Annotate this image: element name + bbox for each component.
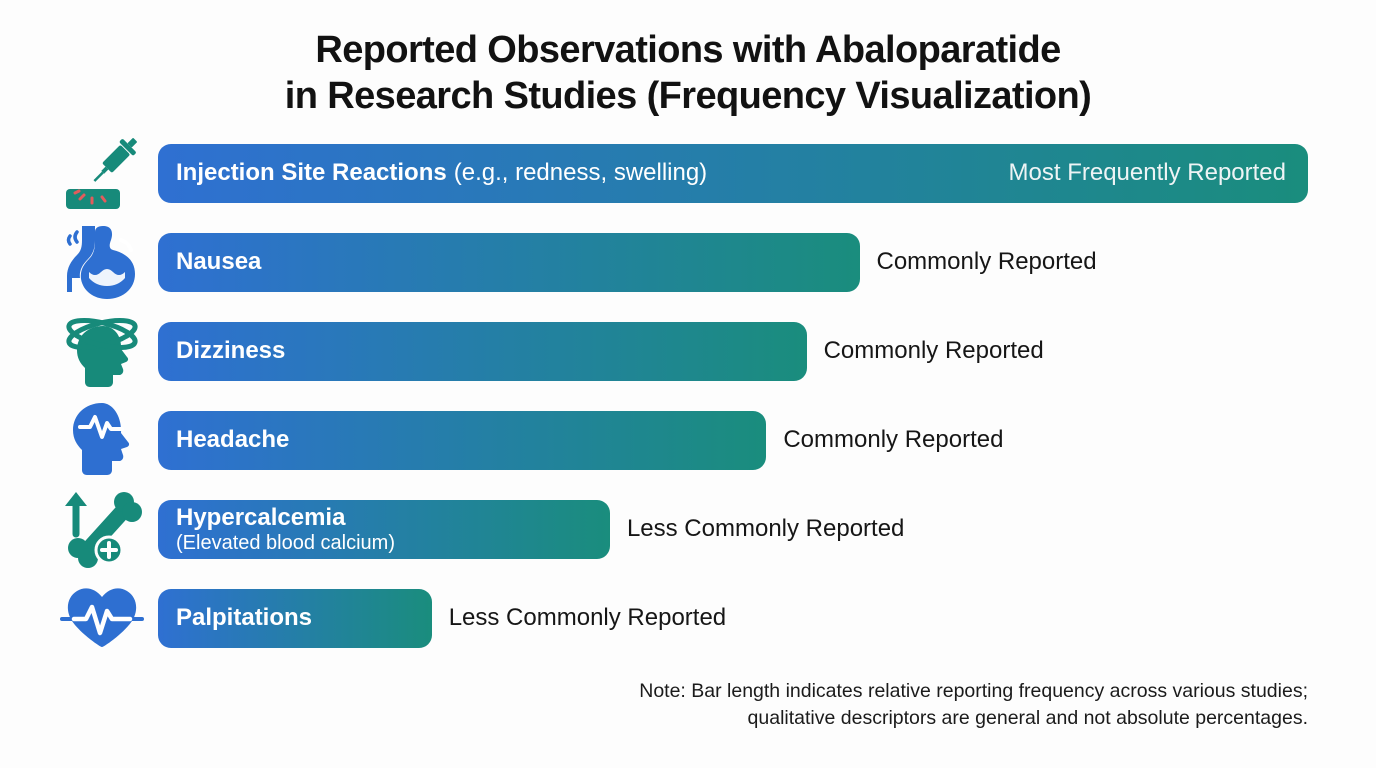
frequency-label: Most Frequently Reported xyxy=(1008,159,1286,187)
frequency-bar: Headache xyxy=(158,410,767,470)
condition-name: Palpitations xyxy=(176,604,313,632)
chart-row-palpitations: Palpitations Less Commonly Reported xyxy=(60,588,1376,648)
frequency-label: Commonly Reported xyxy=(823,337,1044,365)
bar-label: Injection Site Reactions (e.g., redness, … xyxy=(176,159,707,187)
frequency-label: Commonly Reported xyxy=(876,248,1097,276)
condition-detail: (Elevated blood calcium) xyxy=(176,531,395,554)
frequency-bar: Hypercalcemia (Elevated blood calcium) xyxy=(158,499,610,559)
title-line-2: in Research Studies (Frequency Visualiza… xyxy=(284,74,1092,117)
page-title: Reported Observations with Abaloparatide… xyxy=(0,0,1376,120)
title-line-1: Reported Observations with Abaloparatide xyxy=(315,29,1061,71)
condition-name: Injection Site Reactions xyxy=(176,159,447,187)
frequency-label: Less Commonly Reported xyxy=(448,604,727,632)
stomach-icon xyxy=(62,224,142,300)
frequency-bar: Injection Site Reactions (e.g., redness, … xyxy=(158,143,1308,203)
bar-track: Nausea Commonly Reported xyxy=(158,232,1308,292)
chart-row-injection-site-reactions: Injection Site Reactions (e.g., redness, … xyxy=(62,138,1376,210)
condition-name: Headache xyxy=(176,426,290,454)
frequency-bar: Nausea xyxy=(158,232,860,292)
chart-row-hypercalcemia: Hypercalcemia (Elevated blood calcium) L… xyxy=(62,492,1376,569)
dizzy-head-icon xyxy=(62,312,142,390)
chart-row-dizziness: Dizziness Commonly Reported xyxy=(62,318,1376,388)
condition-detail: (e.g., redness, swelling) xyxy=(453,159,708,187)
bar-track: Dizziness Commonly Reported xyxy=(158,321,1308,381)
frequency-bar: Dizziness xyxy=(158,321,807,381)
bone-calcium-increase-icon xyxy=(62,490,142,569)
condition-name: Nausea xyxy=(176,248,262,276)
bar-track: Hypercalcemia (Elevated blood calcium) L… xyxy=(158,499,1308,559)
condition-name: Dizziness xyxy=(176,337,286,365)
chart-row-nausea: Nausea Commonly Reported xyxy=(62,226,1376,300)
frequency-bar: Palpitations xyxy=(158,588,432,648)
bar-label: Hypercalcemia (Elevated blood calcium) xyxy=(176,504,395,554)
bar-track: Injection Site Reactions (e.g., redness, … xyxy=(158,143,1308,203)
syringe-injection-site-icon xyxy=(62,135,142,211)
bar-chart: Injection Site Reactions (e.g., redness, … xyxy=(0,138,1376,648)
frequency-label: Commonly Reported xyxy=(783,426,1004,454)
footnote-line-2: qualitative descriptors are general and … xyxy=(747,707,1308,730)
bar-track: Headache Commonly Reported xyxy=(158,410,1308,470)
condition-name: Hypercalcemia xyxy=(176,504,346,532)
footnote: Note: Bar length indicates relative repo… xyxy=(0,678,1376,733)
bar-track: Palpitations Less Commonly Reported xyxy=(158,588,1308,648)
heart-palpitations-icon xyxy=(60,583,144,653)
chart-row-headache: Headache Commonly Reported xyxy=(62,403,1376,476)
frequency-label: Less Commonly Reported xyxy=(626,515,905,543)
footnote-line-1: Note: Bar length indicates relative repo… xyxy=(639,679,1308,702)
head-pulse-icon xyxy=(62,401,142,479)
